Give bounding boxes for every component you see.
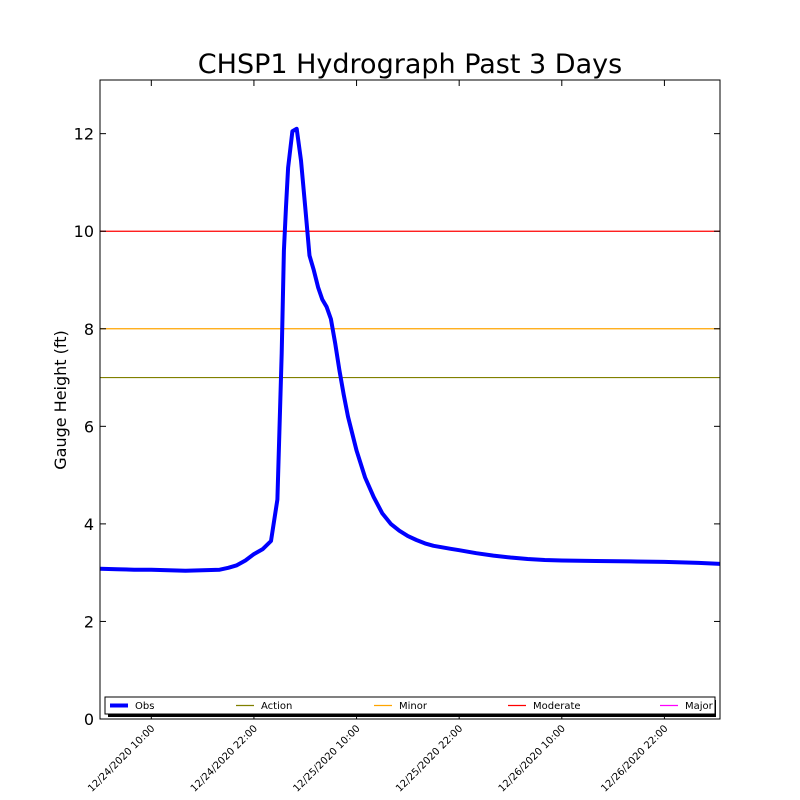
y-tick-label: 2: [84, 612, 94, 631]
y-tick-label: 4: [84, 515, 94, 534]
y-tick-label: 10: [74, 222, 94, 241]
x-tick-label: 12/26/2020 10:00: [497, 723, 568, 794]
legend-label-major: Major: [685, 701, 714, 712]
legend-label-minor: Minor: [399, 701, 428, 712]
y-tick-label: 8: [84, 320, 94, 339]
legend-label-obs: Obs: [135, 701, 154, 712]
y-axis-label: Gauge Height (ft): [51, 330, 70, 470]
obs-series-line: [99, 126, 721, 573]
legend: Obs Action Minor Moderate Major: [104, 696, 716, 717]
legend-box: [104, 696, 716, 715]
x-tick-label: 12/25/2020 10:00: [292, 723, 363, 794]
x-tick-label: 12/26/2020 22:00: [599, 723, 670, 794]
plot-area: 0 2 4 6 8 10 12 12/24/2020 10:00 12/24/2020 22:0…: [74, 79, 721, 795]
chart-title: CHSP1 Hydrograph Past 3 Days: [198, 49, 622, 80]
legend-label-action: Action: [261, 701, 292, 712]
y-tick-label: 12: [74, 125, 94, 144]
x-tick-label: 12/25/2020 22:00: [394, 723, 465, 794]
y-tick-label: 0: [84, 710, 94, 729]
x-tick-label: 12/24/2020 10:00: [86, 723, 157, 794]
y-tick-label: 6: [84, 417, 94, 436]
x-tick-label: 12/24/2020 22:00: [189, 723, 260, 794]
plot-frame: [99, 79, 721, 720]
legend-label-moderate: Moderate: [533, 701, 581, 712]
